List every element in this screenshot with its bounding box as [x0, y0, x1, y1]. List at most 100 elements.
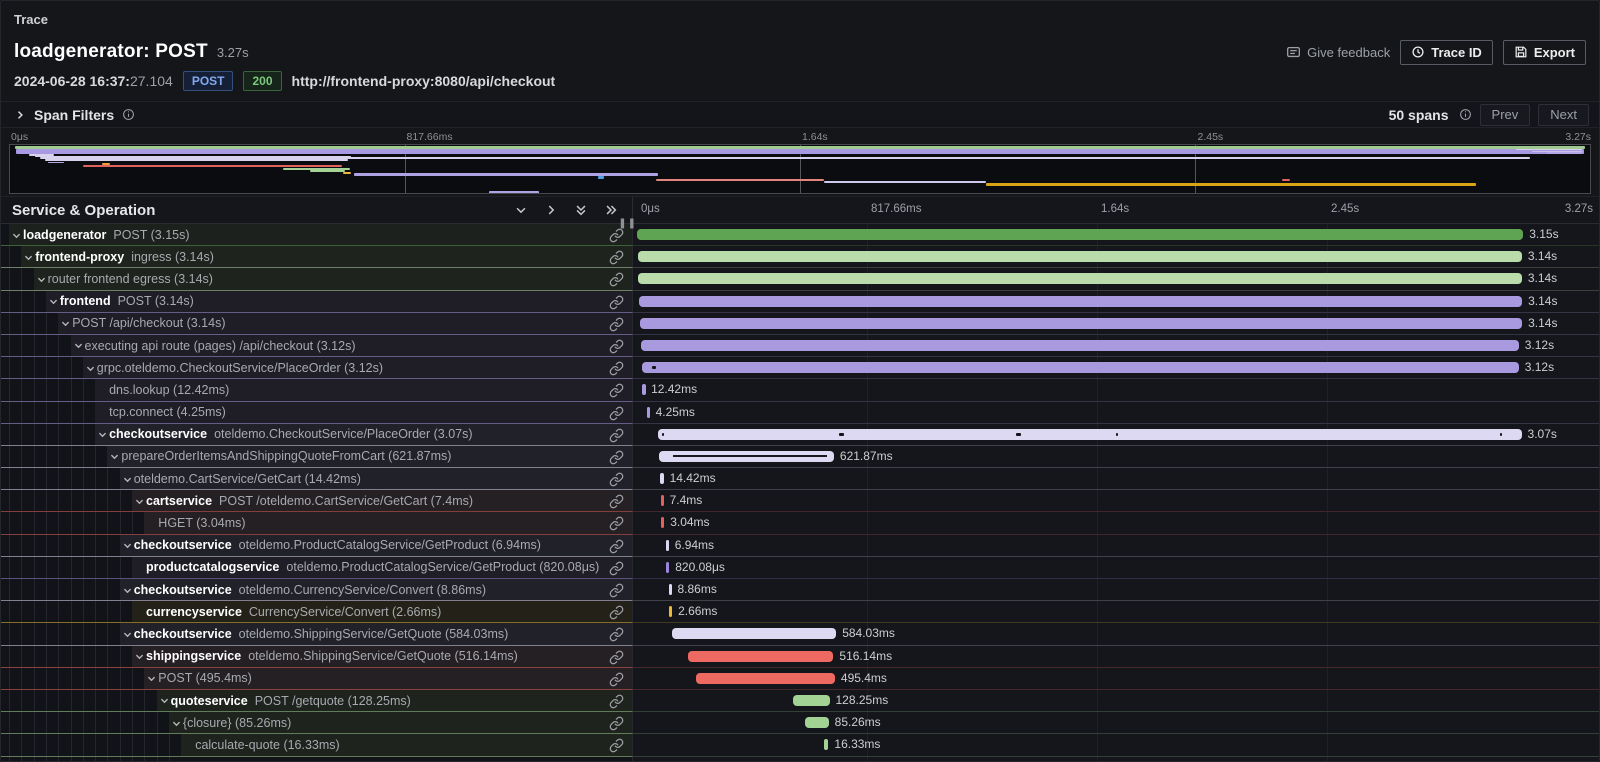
row-chevron-icon[interactable]: [23, 252, 34, 263]
span-bar[interactable]: [823, 739, 829, 751]
span-bar[interactable]: [659, 473, 664, 485]
next-span-button[interactable]: Next: [1538, 103, 1589, 126]
span-bar[interactable]: [671, 628, 837, 640]
span-link-icon[interactable]: [609, 339, 624, 354]
span-name-box[interactable]: checkoutservice oteldemo.CurrencyService/…: [119, 579, 632, 601]
collapse-all-icon[interactable]: [574, 203, 588, 217]
trace-span-row[interactable]: router frontend egress (3.14s) 3.14s: [1, 268, 1599, 291]
span-bar[interactable]: [639, 295, 1523, 307]
span-link-icon[interactable]: [609, 295, 624, 310]
trace-span-row[interactable]: frontend-proxy ingress (3.14s) 3.14s: [1, 246, 1599, 269]
span-bar[interactable]: [640, 339, 1519, 351]
trace-span-row[interactable]: checkoutservice oteldemo.ShippingService/…: [1, 623, 1599, 646]
trace-span-row[interactable]: productcatalogservice oteldemo.ProductCat…: [1, 556, 1599, 579]
span-link-icon[interactable]: [609, 472, 624, 487]
span-name-box[interactable]: productcatalogservice oteldemo.ProductCat…: [132, 556, 632, 578]
trace-span-row[interactable]: calculate-quote (16.33ms) 16.33ms: [1, 734, 1599, 757]
span-link-icon[interactable]: [609, 272, 624, 287]
span-name-box[interactable]: executing api route (pages) /api/checkou…: [70, 334, 632, 357]
trace-span-row[interactable]: {closure} (85.26ms) 85.26ms: [1, 712, 1599, 735]
span-link-icon[interactable]: [609, 694, 624, 709]
span-name-box[interactable]: {closure} (85.26ms): [168, 712, 632, 734]
trace-span-row[interactable]: dns.lookup (12.42ms) 12.42ms: [1, 379, 1599, 402]
span-link-icon[interactable]: [609, 406, 624, 421]
span-link-icon[interactable]: [609, 361, 624, 376]
minimap-canvas[interactable]: [9, 144, 1591, 194]
column-resize-handle[interactable]: ❚❚: [618, 218, 637, 229]
span-bar[interactable]: [637, 229, 1524, 240]
span-link-icon[interactable]: [609, 428, 624, 443]
span-link-icon[interactable]: [609, 650, 624, 665]
row-chevron-icon[interactable]: [171, 718, 182, 729]
span-link-icon[interactable]: [609, 539, 624, 554]
row-chevron-icon[interactable]: [159, 695, 170, 706]
span-name-box[interactable]: shippingservice oteldemo.ShippingService/…: [132, 645, 632, 667]
row-chevron-icon[interactable]: [60, 318, 71, 329]
span-link-icon[interactable]: [609, 494, 624, 509]
span-name-box[interactable]: HGET (3.04ms): [144, 512, 632, 534]
row-chevron-icon[interactable]: [85, 363, 96, 374]
span-bar[interactable]: [804, 717, 829, 729]
span-name-box[interactable]: grpc.oteldemo.CheckoutService/PlaceOrder…: [82, 357, 632, 379]
span-link-icon[interactable]: [609, 250, 624, 265]
span-bar[interactable]: [666, 561, 670, 573]
span-bar[interactable]: [665, 539, 669, 551]
row-chevron-icon[interactable]: [134, 496, 145, 507]
span-name-box[interactable]: currencyservice CurrencyService/Convert (…: [132, 601, 632, 623]
span-link-icon[interactable]: [609, 738, 624, 753]
give-feedback-link[interactable]: Give feedback: [1286, 45, 1390, 60]
trace-span-row[interactable]: checkoutservice oteldemo.CurrencyService/…: [1, 579, 1599, 602]
span-link-icon[interactable]: [609, 561, 624, 576]
span-bar[interactable]: [658, 450, 834, 462]
span-bar[interactable]: [668, 584, 672, 595]
expand-one-icon[interactable]: [544, 203, 558, 217]
span-name-box[interactable]: prepareOrderItemsAndShippingQuoteFromCar…: [107, 445, 632, 468]
row-chevron-icon[interactable]: [122, 540, 133, 551]
span-bar[interactable]: [660, 495, 664, 507]
span-name-box[interactable]: quoteservice POST /getquote (128.25ms): [156, 689, 632, 712]
trace-span-row[interactable]: frontend POST (3.14s) 3.14s: [1, 290, 1599, 313]
span-bar[interactable]: [669, 606, 673, 618]
span-name-box[interactable]: frontend POST (3.14s): [45, 290, 632, 312]
trace-span-row[interactable]: checkoutservice oteldemo.CheckoutService/…: [1, 423, 1599, 446]
row-chevron-icon[interactable]: [109, 451, 120, 462]
span-name-box[interactable]: tcp.connect (4.25ms): [95, 401, 632, 423]
row-chevron-icon[interactable]: [73, 340, 84, 351]
trace-span-row[interactable]: POST (495.4ms) 495.4ms: [1, 667, 1599, 690]
trace-span-row[interactable]: prepareOrderItemsAndShippingQuoteFromCar…: [1, 445, 1599, 469]
span-name-box[interactable]: dns.lookup (12.42ms): [95, 379, 632, 401]
span-name-box[interactable]: POST /api/checkout (3.14s): [58, 312, 632, 334]
span-bar[interactable]: [646, 406, 650, 418]
row-chevron-icon[interactable]: [36, 274, 47, 285]
span-bar[interactable]: [695, 672, 835, 684]
row-chevron-icon[interactable]: [122, 585, 133, 596]
span-bar[interactable]: [657, 428, 1522, 440]
row-chevron-icon[interactable]: [122, 474, 133, 485]
trace-span-row[interactable]: grpc.oteldemo.CheckoutService/PlaceOrder…: [1, 357, 1599, 380]
span-bar[interactable]: [638, 251, 1522, 263]
span-name-box[interactable]: loadgenerator POST (3.15s): [9, 224, 632, 246]
trace-span-row[interactable]: oteldemo.CartService/GetCart (14.42ms) 14…: [1, 468, 1599, 491]
span-name-box[interactable]: calculate-quote (16.33ms): [181, 734, 632, 756]
span-link-icon[interactable]: [609, 228, 624, 243]
span-name-box[interactable]: checkoutservice oteldemo.ShippingService/…: [119, 623, 632, 645]
span-link-icon[interactable]: [609, 516, 624, 531]
trace-span-row[interactable]: HGET (3.04ms) 3.04ms: [1, 512, 1599, 535]
span-name-box[interactable]: checkoutservice oteldemo.CheckoutService/…: [95, 423, 632, 445]
span-link-icon[interactable]: [609, 605, 624, 620]
span-link-icon[interactable]: [609, 450, 624, 465]
trace-span-row[interactable]: tcp.connect (4.25ms) 4.25ms: [1, 401, 1599, 424]
trace-span-row[interactable]: quoteservice POST /getquote (128.25ms) 128…: [1, 689, 1599, 713]
row-chevron-icon[interactable]: [97, 429, 108, 440]
trace-span-row[interactable]: executing api route (pages) /api/checkou…: [1, 334, 1599, 358]
span-link-icon[interactable]: [609, 583, 624, 598]
span-name-box[interactable]: checkoutservice oteldemo.ProductCatalogSe…: [119, 534, 632, 556]
span-link-icon[interactable]: [609, 317, 624, 332]
span-bar[interactable]: [639, 317, 1523, 329]
expand-all-icon[interactable]: [604, 203, 618, 217]
trace-span-row[interactable]: shippingservice oteldemo.ShippingService/…: [1, 645, 1599, 668]
span-name-box[interactable]: oteldemo.CartService/GetCart (14.42ms): [119, 468, 632, 490]
row-chevron-icon[interactable]: [48, 296, 59, 307]
trace-id-button[interactable]: Trace ID: [1400, 39, 1493, 65]
row-chevron-icon[interactable]: [11, 230, 22, 241]
